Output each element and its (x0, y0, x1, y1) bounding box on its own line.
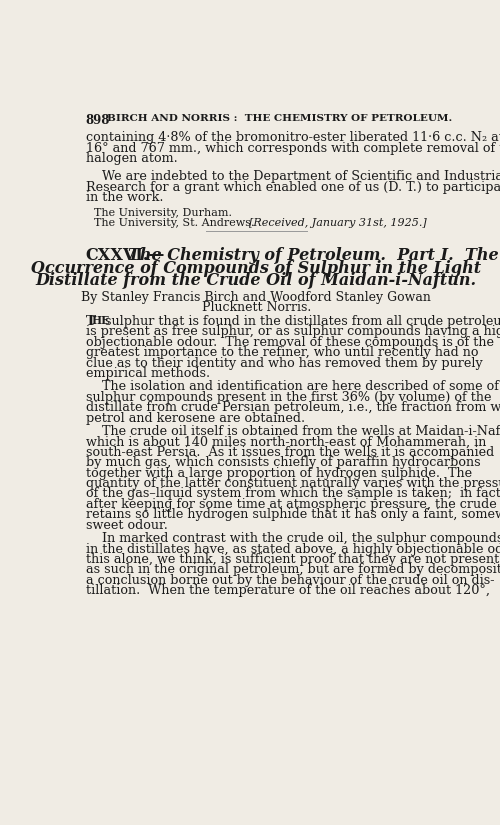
Text: is present as free sulphur, or as sulphur compounds having a highly: is present as free sulphur, or as sulphu… (86, 325, 500, 338)
Text: Distillate from the Crude Oil of Maidan-i-Naftun.: Distillate from the Crude Oil of Maidan-… (36, 272, 477, 290)
Text: [Received, January 31st, 1925.]: [Received, January 31st, 1925.] (249, 218, 427, 228)
Text: objectionable odour.  The removal of these compounds is of the: objectionable odour. The removal of thes… (86, 336, 494, 349)
Text: clue as to their identity and who has removed them by purely: clue as to their identity and who has re… (86, 356, 482, 370)
Text: empirical methods.: empirical methods. (86, 367, 210, 380)
Text: by much gas, which consists chiefly of paraffin hydrocarbons: by much gas, which consists chiefly of p… (86, 456, 480, 469)
Text: The Chemistry of Petroleum.  Part I.  The: The Chemistry of Petroleum. Part I. The (128, 247, 498, 264)
Text: after keeping for some time at atmospheric pressure, the crude oil: after keeping for some time at atmospher… (86, 497, 500, 511)
Text: quantity of the latter constituent naturally varies with the pressure: quantity of the latter constituent natur… (86, 477, 500, 490)
Text: Occurrence of Compounds of Sulphur in the Light: Occurrence of Compounds of Sulphur in th… (31, 260, 482, 276)
Text: By Stanley Francis Birch and Woodford Stanley Gowan: By Stanley Francis Birch and Woodford St… (82, 291, 431, 304)
Text: retains so little hydrogen sulphide that it has only a faint, somewhat: retains so little hydrogen sulphide that… (86, 508, 500, 521)
Text: sweet odour.: sweet odour. (86, 519, 168, 531)
Text: petrol and kerosene are obtained.: petrol and kerosene are obtained. (86, 412, 305, 425)
Text: The University, Durham.: The University, Durham. (94, 208, 232, 218)
Text: containing 4·8% of the bromonitro-ester liberated 11·6 c.c. N₂ at: containing 4·8% of the bromonitro-ester … (86, 131, 500, 144)
Text: tillation.  When the temperature of the oil reaches about 120°,: tillation. When the temperature of the o… (86, 584, 490, 597)
Text: Plucknett Norris.: Plucknett Norris. (202, 301, 311, 314)
Text: 898: 898 (86, 115, 110, 127)
Text: The crude oil itself is obtained from the wells at Maidan-i-Naftun,: The crude oil itself is obtained from th… (86, 425, 500, 438)
Text: of the gas–liquid system from which the sample is taken;  in fact,: of the gas–liquid system from which the … (86, 488, 500, 501)
Text: T: T (86, 315, 96, 328)
Text: together with a large proportion of hydrogen sulphide.  The: together with a large proportion of hydr… (86, 467, 472, 479)
Text: which is about 140 miles north-north-east of Mohammerah, in: which is about 140 miles north-north-eas… (86, 436, 486, 449)
Text: BIRCH AND NORRIS :  THE CHEMISTRY OF PETROLEUM.: BIRCH AND NORRIS : THE CHEMISTRY OF PETR… (108, 115, 453, 124)
Text: The University, St. Andrews.: The University, St. Andrews. (94, 218, 254, 228)
Text: distillate from crude Persian petroleum, i.e., the fraction from which: distillate from crude Persian petroleum,… (86, 401, 500, 414)
Text: this alone, we think, is sufficient proof that they are not present: this alone, we think, is sufficient proo… (86, 553, 499, 566)
Text: sulphur that is found in the distillates from all crude petroleums: sulphur that is found in the distillates… (101, 315, 500, 328)
Text: HE: HE (92, 315, 110, 326)
Text: in the work.: in the work. (86, 191, 163, 204)
Text: We are indebted to the Department of Scientific and Industrial: We are indebted to the Department of Sci… (86, 170, 500, 183)
Text: 16° and 767 mm., which corresponds with complete removal of the: 16° and 767 mm., which corresponds with … (86, 142, 500, 155)
Text: Research for a grant which enabled one of us (D. T.) to participate: Research for a grant which enabled one o… (86, 181, 500, 194)
Text: The isolation and identification are here described of some of the: The isolation and identification are her… (86, 380, 500, 394)
Text: in the distillates have, as stated above, a highly objectionable odour;: in the distillates have, as stated above… (86, 543, 500, 555)
Text: a conclusion borne out by the behaviour of the crude oil on dis-: a conclusion borne out by the behaviour … (86, 573, 494, 587)
Text: south-east Persia.  As it issues from the wells it is accompanied: south-east Persia. As it issues from the… (86, 446, 494, 459)
Text: as such in the original petroleum, but are formed by decomposition,: as such in the original petroleum, but a… (86, 563, 500, 577)
Text: sulphur compounds present in the first 36% (by volume) of the: sulphur compounds present in the first 3… (86, 391, 491, 403)
Text: greatest importance to the refiner, who until recently had no: greatest importance to the refiner, who … (86, 346, 478, 359)
Text: In marked contrast with the crude oil, the sulphur compounds: In marked contrast with the crude oil, t… (86, 532, 500, 545)
Text: halogen atom.: halogen atom. (86, 152, 178, 165)
Text: CXXVI.—: CXXVI.— (86, 247, 165, 264)
